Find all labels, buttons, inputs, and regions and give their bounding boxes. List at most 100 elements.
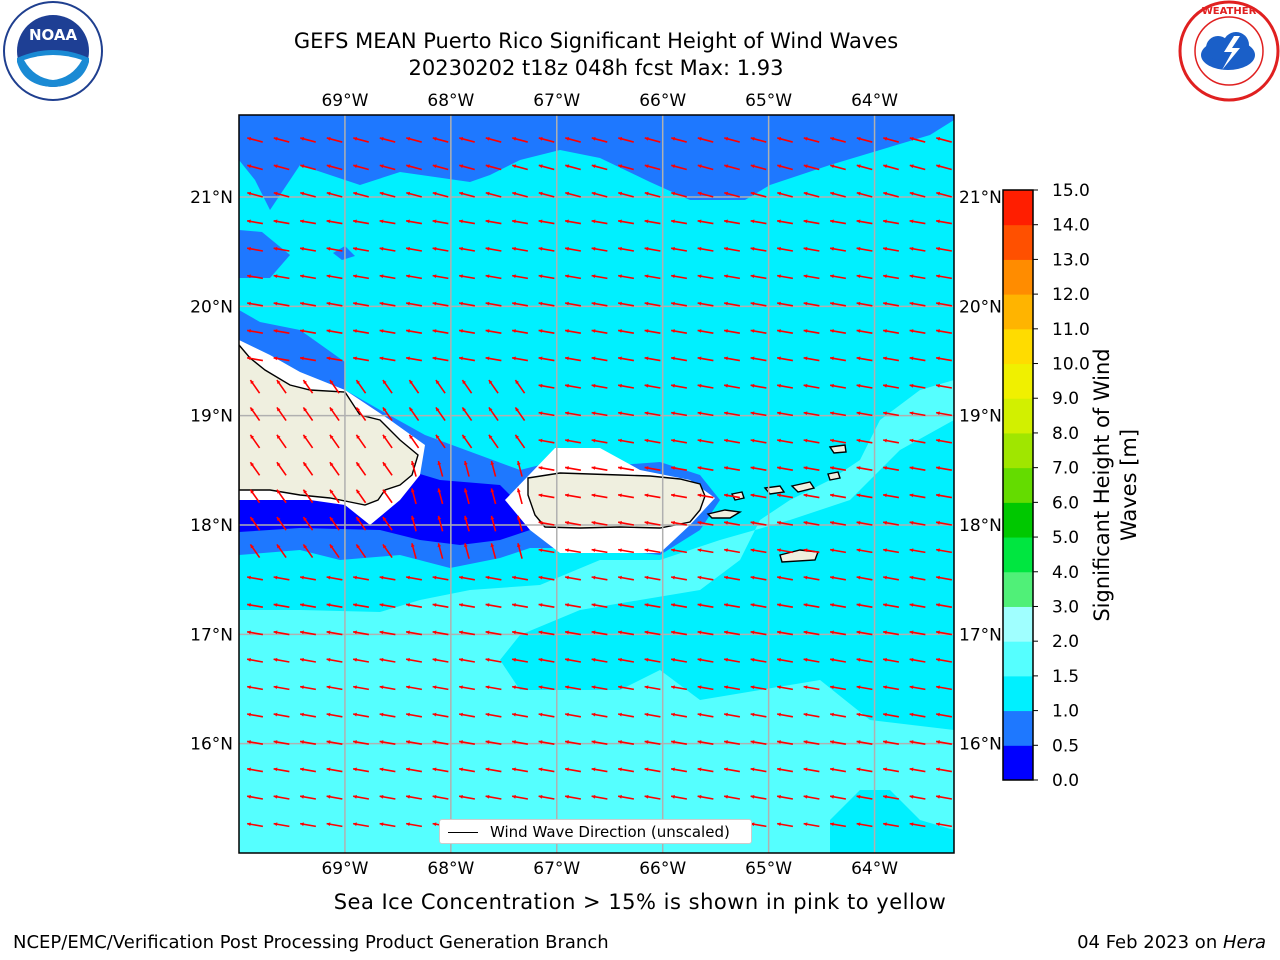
wind-wave-arrowhead: [382, 544, 387, 549]
wind-wave-arrowhead: [936, 794, 940, 799]
wind-wave-arrowhead: [432, 164, 437, 169]
wind-wave-arrowhead: [883, 630, 887, 635]
wind-wave-arrowhead: [591, 329, 596, 333]
wind-wave-arrowhead: [538, 466, 543, 470]
wind-wave-arrowhead: [856, 657, 861, 662]
wind-wave-arrowhead: [697, 438, 702, 443]
wind-wave-arrowhead: [671, 794, 675, 799]
wind-wave-arrowhead: [697, 657, 702, 662]
wind-wave-arrowhead: [830, 603, 834, 607]
wind-wave-arrowhead: [803, 712, 808, 717]
wind-wave-arrowhead: [591, 520, 596, 525]
wind-wave-arrowhead: [883, 411, 887, 416]
wind-wave-arrowhead: [406, 685, 410, 690]
wind-wave-arrowhead: [437, 461, 442, 465]
wind-wave-arrowhead: [777, 767, 781, 772]
wind-wave-arrowhead: [591, 411, 596, 416]
wind-wave-arrowhead: [432, 794, 437, 799]
wind-wave-arrowhead: [697, 767, 702, 772]
wind-wave-arrowhead: [432, 301, 437, 306]
wind-wave-arrowhead: [750, 274, 755, 279]
wind-wave-arrowhead: [326, 219, 331, 224]
wind-wave-arrowhead: [512, 685, 516, 690]
lon-tick-top: 65°W: [745, 91, 792, 111]
wind-wave-arrowhead: [353, 329, 357, 333]
wind-wave-arrowhead: [565, 438, 569, 443]
wind-wave-arrowhead: [353, 685, 357, 690]
wind-wave-arrowhead: [247, 329, 251, 333]
wind-wave-arrowhead: [618, 383, 622, 388]
wind-wave-arrowhead: [459, 794, 463, 799]
wind-wave-arrowhead: [591, 740, 596, 744]
wind-wave-arrowhead: [671, 329, 675, 333]
wind-wave-arrowhead: [512, 301, 516, 306]
wind-wave-arrowhead: [618, 712, 622, 717]
wind-wave-arrowhead: [750, 822, 755, 827]
wind-wave-arrowhead: [591, 794, 596, 799]
wind-wave-arrowhead: [459, 356, 463, 361]
wind-wave-arrowhead: [909, 274, 914, 279]
wind-wave-arrowhead: [724, 301, 728, 306]
wind-wave-arrowhead: [644, 411, 649, 416]
wind-wave-arrowhead: [909, 164, 914, 169]
wind-wave-arrowhead: [459, 767, 463, 772]
wind-wave-arrowhead: [247, 136, 252, 141]
colorbar-segment: [1003, 537, 1033, 573]
wind-wave-arrowhead: [724, 630, 728, 635]
wind-wave-arrowhead: [724, 383, 728, 388]
wind-wave-arrowhead: [512, 740, 516, 744]
svg-text:WEATHER: WEATHER: [1202, 6, 1257, 17]
lon-tick-bottom: 68°W: [427, 859, 474, 879]
wind-wave-arrowhead: [435, 407, 440, 412]
wind-wave-arrowhead: [591, 383, 596, 388]
wind-wave-arrowhead: [247, 740, 251, 744]
colorbar-tick-label: 2.0: [1052, 632, 1079, 652]
wind-wave-arrowhead: [724, 466, 728, 470]
wind-wave-arrowhead: [618, 685, 622, 690]
wind-wave-arrowhead: [432, 657, 437, 662]
lon-tick-top: 67°W: [533, 91, 580, 111]
wind-wave-arrowhead: [591, 219, 596, 224]
wind-wave-arrowhead: [777, 219, 781, 224]
wind-wave-arrowhead: [644, 191, 649, 196]
wind-wave-arrowhead: [777, 274, 781, 279]
island-vieques: [706, 509, 743, 519]
wind-wave-arrowhead: [538, 657, 543, 662]
wind-wave-arrowhead: [300, 630, 304, 635]
wind-wave-arrowhead: [777, 794, 781, 799]
wind-wave-arrowhead: [777, 329, 781, 333]
wind-wave-arrowhead: [830, 274, 834, 279]
colorbar-tick-label: 12.0: [1052, 285, 1090, 305]
wind-wave-arrowhead: [565, 356, 569, 361]
wind-wave-arrowhead: [777, 657, 781, 662]
wind-wave-arrowhead: [909, 712, 914, 717]
wind-wave-arrowhead: [250, 544, 254, 549]
wind-wave-arrowhead: [463, 543, 468, 548]
wind-wave-arrowhead: [644, 575, 649, 580]
wind-wave-arrowhead: [273, 356, 278, 361]
wind-wave-arrowhead: [406, 274, 410, 279]
wind-wave-arrowhead: [750, 685, 755, 690]
lat-tick-left: 18°N: [190, 516, 233, 536]
wind-wave-arrowhead: [909, 822, 914, 827]
wind-wave-arrowhead: [463, 461, 468, 465]
wind-wave-arrowhead: [512, 136, 517, 141]
wind-wave-arrowhead: [326, 712, 331, 717]
wind-wave-arrowhead: [512, 356, 516, 361]
wind-wave-arrowhead: [485, 685, 490, 690]
wind-wave-arrowhead: [936, 575, 940, 580]
wind-wave-arrowhead: [803, 657, 808, 662]
wind-wave-arrowhead: [459, 164, 464, 169]
wind-wave-arrowhead: [671, 548, 675, 553]
wind-wave-arrowhead: [618, 301, 622, 306]
wind-wave-arrowhead: [432, 712, 437, 717]
wind-wave-arrowhead: [909, 767, 914, 772]
wind-wave-arrowhead: [909, 794, 914, 799]
wind-wave-arrowhead: [273, 274, 278, 279]
wind-wave-arrowhead: [750, 329, 755, 333]
wind-wave-arrowhead: [697, 301, 702, 306]
wind-wave-arrowhead: [671, 219, 675, 224]
wind-wave-arrowhead: [750, 794, 755, 799]
wind-wave-arrowhead: [777, 685, 781, 690]
wind-wave-arrowhead: [437, 543, 442, 548]
